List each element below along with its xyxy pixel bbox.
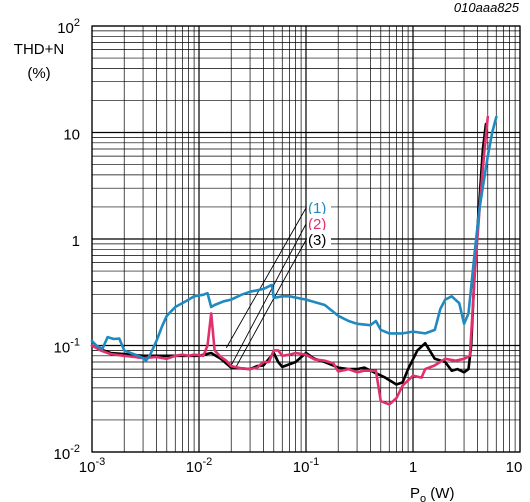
callout-leader-line bbox=[225, 207, 307, 349]
series-label: (3) bbox=[308, 232, 326, 249]
series-label: (1) bbox=[308, 200, 326, 217]
y-tick-label: 10-2 bbox=[54, 443, 80, 463]
x-axis-label-unit: (W) bbox=[426, 485, 454, 502]
x-tick-label: 10 bbox=[506, 459, 523, 476]
series-line bbox=[90, 115, 490, 406]
tick-exponent: -2 bbox=[70, 443, 80, 455]
tick-base: 1 bbox=[409, 459, 417, 476]
x-tick-label: 10-1 bbox=[293, 456, 319, 476]
y-axis-label: THD+N bbox=[14, 41, 64, 58]
callout-leader-line bbox=[235, 239, 307, 368]
x-axis-label-main: P bbox=[410, 485, 420, 502]
tick-base: 10 bbox=[293, 459, 310, 476]
x-axis-label: Po (W) bbox=[410, 485, 454, 502]
tick-exponent: -2 bbox=[202, 456, 212, 468]
callout-label-backdrop bbox=[307, 198, 331, 214]
tick-exponent: -3 bbox=[95, 456, 105, 468]
x-axis-label-subscript: o bbox=[420, 493, 426, 502]
x-tick-label: 1 bbox=[409, 459, 417, 476]
y-tick-label: 102 bbox=[57, 17, 80, 37]
y-tick-label: 10 bbox=[63, 127, 80, 144]
tick-exponent: 2 bbox=[74, 17, 80, 29]
series-callouts: (1)(2)(3) bbox=[225, 198, 331, 368]
series-layer bbox=[90, 115, 498, 406]
tick-base: 10 bbox=[186, 459, 203, 476]
tick-base: 10 bbox=[54, 446, 71, 463]
series-line bbox=[90, 115, 498, 362]
y-axis-unit: (%) bbox=[27, 65, 50, 82]
tick-base: 10 bbox=[79, 459, 96, 476]
callout-leader-line bbox=[230, 223, 307, 366]
x-tick-label: 10-2 bbox=[186, 456, 212, 476]
tick-base: 10 bbox=[506, 459, 523, 476]
figure-id: 010aaa825 bbox=[454, 0, 520, 15]
tick-base: 1 bbox=[72, 233, 80, 250]
tick-base: 10 bbox=[54, 340, 71, 357]
tick-base: 10 bbox=[57, 20, 74, 37]
plot-frame bbox=[91, 25, 521, 453]
x-tick-labels: 10-3 10-2 10-1 1 10 bbox=[79, 456, 523, 476]
y-tick-label: 10-1 bbox=[54, 337, 80, 357]
callout-label-backdrop bbox=[307, 214, 331, 230]
callout-label-backdrop bbox=[307, 230, 331, 246]
y-tick-label: 1 bbox=[72, 233, 80, 250]
tick-exponent: -1 bbox=[309, 456, 319, 468]
tick-base: 10 bbox=[63, 127, 80, 144]
tick-exponent: -1 bbox=[70, 337, 80, 349]
x-tick-label: 10-3 bbox=[79, 456, 105, 476]
series-label: (2) bbox=[308, 216, 326, 233]
